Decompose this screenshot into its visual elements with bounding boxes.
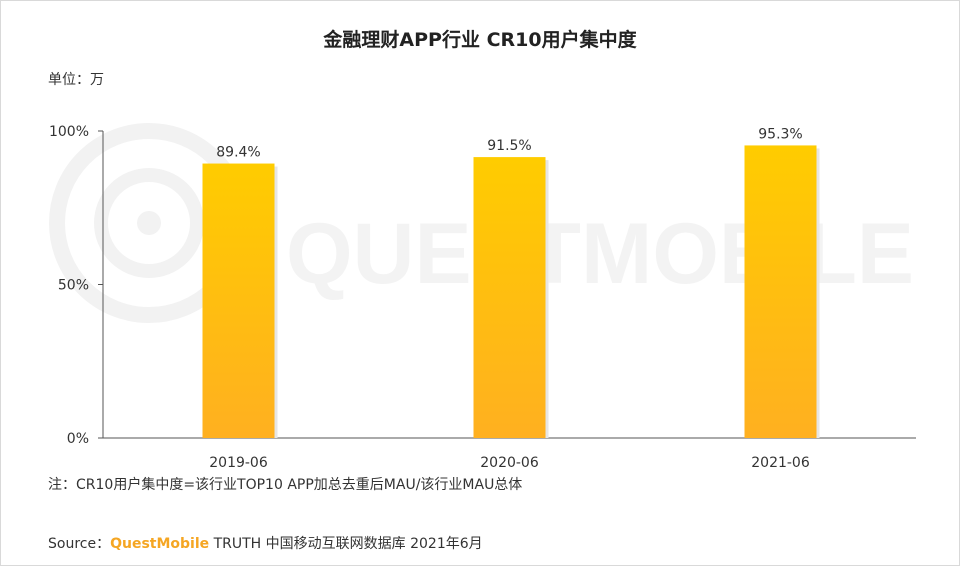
- bar-2019-06: [202, 163, 275, 439]
- watermark-text: QUESTMOBILE: [286, 206, 914, 302]
- source-rest: TRUTH 中国移动互联网数据库 2021年6月: [209, 536, 483, 552]
- y-tick-label: 0%: [67, 431, 89, 447]
- source-line: Source：QuestMobile TRUTH 中国移动互联网数据库 2021…: [48, 533, 483, 553]
- x-tick-label: 2020-06: [480, 455, 539, 471]
- x-tick-label: 2021-06: [751, 455, 810, 471]
- y-tick-label: 100%: [49, 124, 89, 140]
- bar-2020-06: [473, 157, 546, 438]
- footnote: 注：CR10用户集中度=该行业TOP10 APP加总去重后MAU/该行业MAU总…: [48, 477, 523, 493]
- data-label: 91.5%: [487, 138, 531, 154]
- chart-title: 金融理财APP行业 CR10用户集中度: [323, 29, 637, 51]
- y-tick-label: 50%: [58, 278, 89, 294]
- bar-chart: QUESTMOBILE 0% 50% 100% 89.4% 2019-06 91.5% 2…: [49, 123, 916, 471]
- data-label: 95.3%: [758, 126, 802, 142]
- source-prefix: Source：: [48, 536, 111, 552]
- x-tick-label: 2019-06: [209, 455, 268, 471]
- data-label: 89.4%: [216, 145, 260, 161]
- unit-label: 单位：万: [48, 72, 104, 88]
- source-brand: QuestMobile: [110, 536, 210, 552]
- bar-2021-06: [744, 145, 817, 438]
